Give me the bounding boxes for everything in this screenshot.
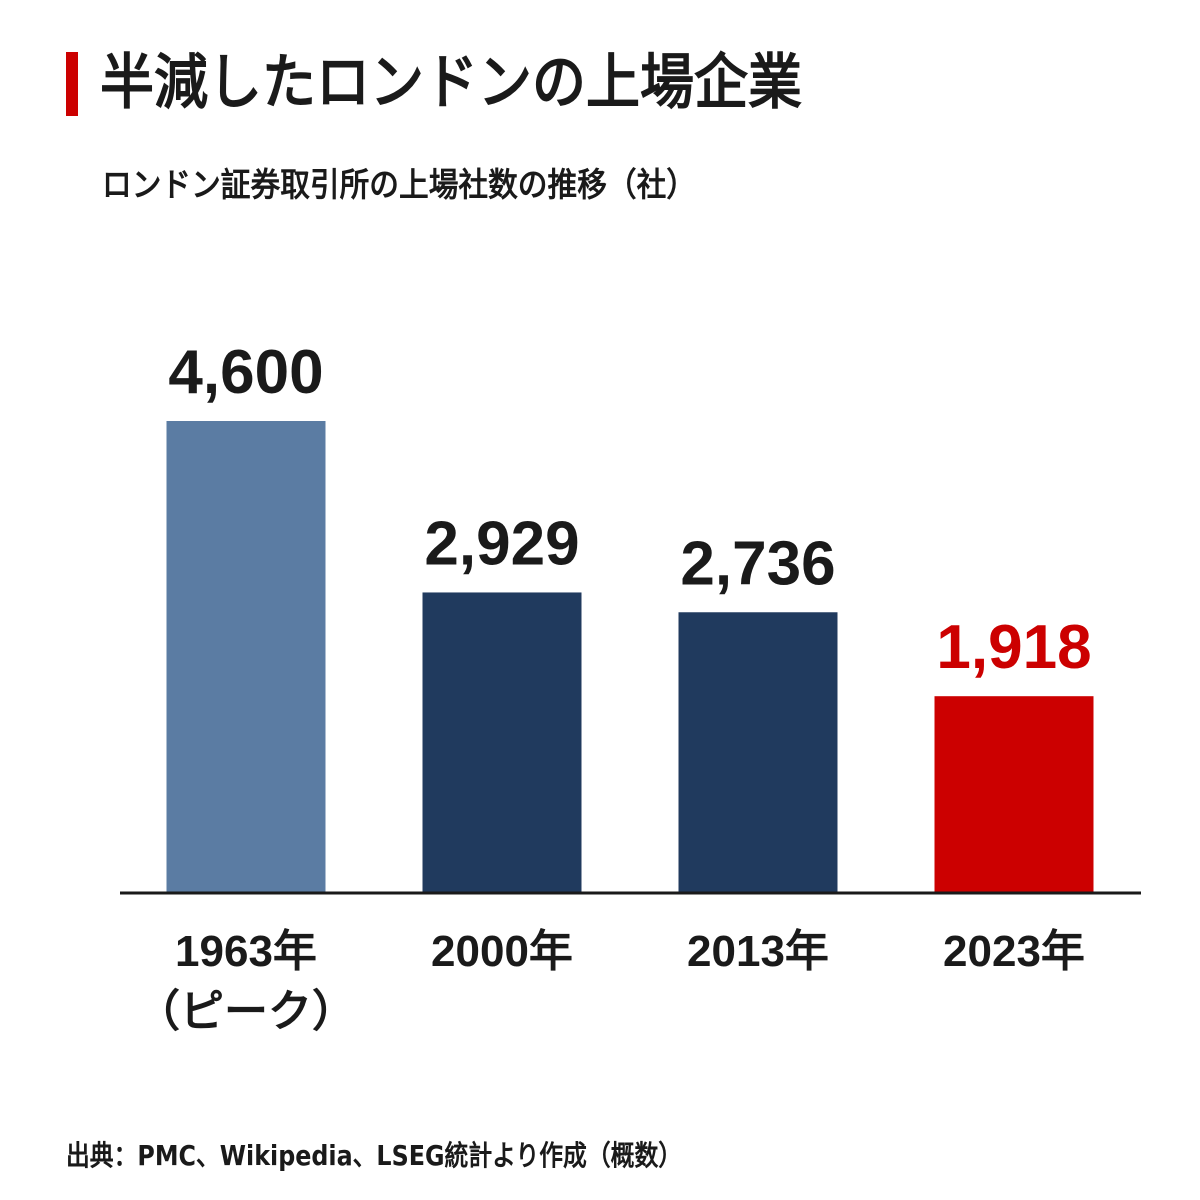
x-tick-label-0-line-0: 1963年 [175, 927, 317, 976]
x-tick-label-2: 2013年 [687, 927, 829, 976]
bar-3 [934, 696, 1094, 893]
chart-title: 半減したロンドンの上場企業 [100, 48, 802, 118]
x-tick-label-0-line-1: （ピーク） [136, 987, 356, 1036]
value-labels-group: 4,600 2,929 2,736 1,918 [168, 338, 1091, 682]
bar-2 [678, 612, 838, 893]
value-label-2: 2,736 [680, 529, 835, 598]
x-tick-labels-group: 1963年 （ピーク） 2000年 2013年 2023年 [136, 927, 1085, 1036]
title-accent-bar [66, 52, 78, 116]
chart-subtitle: ロンドン証券取引所の上場社数の推移（社） [102, 165, 696, 204]
bars-group [166, 421, 1094, 893]
value-label-1: 2,929 [424, 509, 579, 578]
bar-1 [422, 592, 582, 893]
x-tick-label-1: 2000年 [431, 927, 573, 976]
value-label-3: 1,918 [936, 613, 1091, 682]
bar-0 [166, 421, 326, 893]
source-note: 出典：PMC、Wikipedia、LSEG統計より作成（概数） [66, 1139, 683, 1172]
value-label-0: 4,600 [168, 338, 323, 407]
x-tick-label-3: 2023年 [943, 927, 1085, 976]
